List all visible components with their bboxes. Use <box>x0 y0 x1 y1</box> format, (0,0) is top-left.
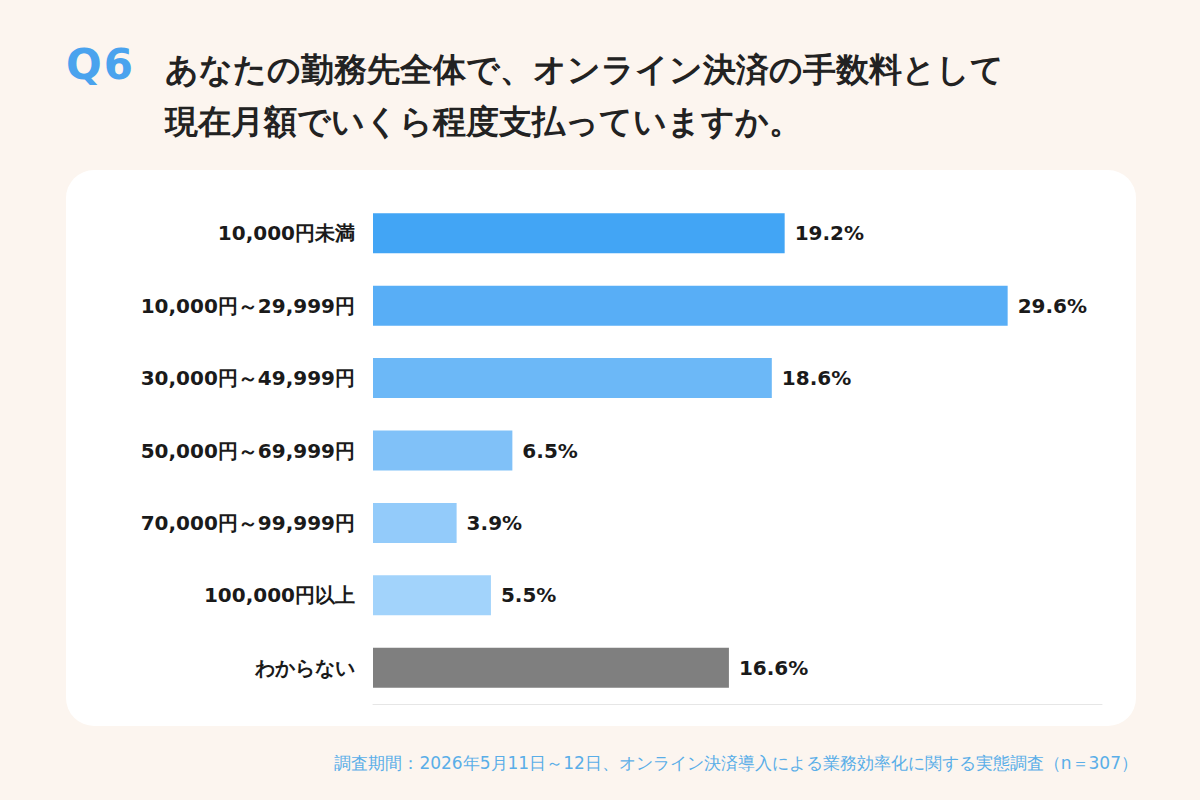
svg-text:5.5%: 5.5% <box>501 583 556 607</box>
svg-text:18.6%: 18.6% <box>782 366 851 390</box>
html-text:あなたの勤務先全体で、オンライン決済の手数料として現在月額で: あなたの勤務先全体で、オンライン決済の手数料として現在月額でいくら程度支払ってい… <box>165 50 1004 141</box>
svg-text:29.6%: 29.6% <box>1018 294 1087 318</box>
svg-text:70,000円～99,999円: 70,000円～99,999円 <box>141 511 355 535</box>
svg-text:わからない: わからない <box>254 656 355 680</box>
html-text:調査期間：2026年5月11日～12日、オンライン決済導入に: 調査期間：2026年5月11日～12日、オンライン決済導入による業務効率化に関す… <box>334 753 1138 773</box>
svg-text:100,000円以上: 100,000円以上 <box>204 583 355 607</box>
svg-text:30,000円～49,999円: 30,000円～49,999円 <box>141 366 355 390</box>
svg-text:3.9%: 3.9% <box>467 511 522 535</box>
svg-text:10,000円～29,999円: 10,000円～29,999円 <box>141 294 355 318</box>
svg-text:10,000円未満: 10,000円未満 <box>218 221 355 245</box>
svg-text:19.2%: 19.2% <box>795 221 864 245</box>
svg-text:50,000円～69,999円: 50,000円～69,999円 <box>141 439 355 463</box>
svg-text:6.5%: 6.5% <box>522 439 577 463</box>
svg-text:16.6%: 16.6% <box>739 656 808 680</box>
html-text:Q6: Q6 <box>66 40 135 89</box>
